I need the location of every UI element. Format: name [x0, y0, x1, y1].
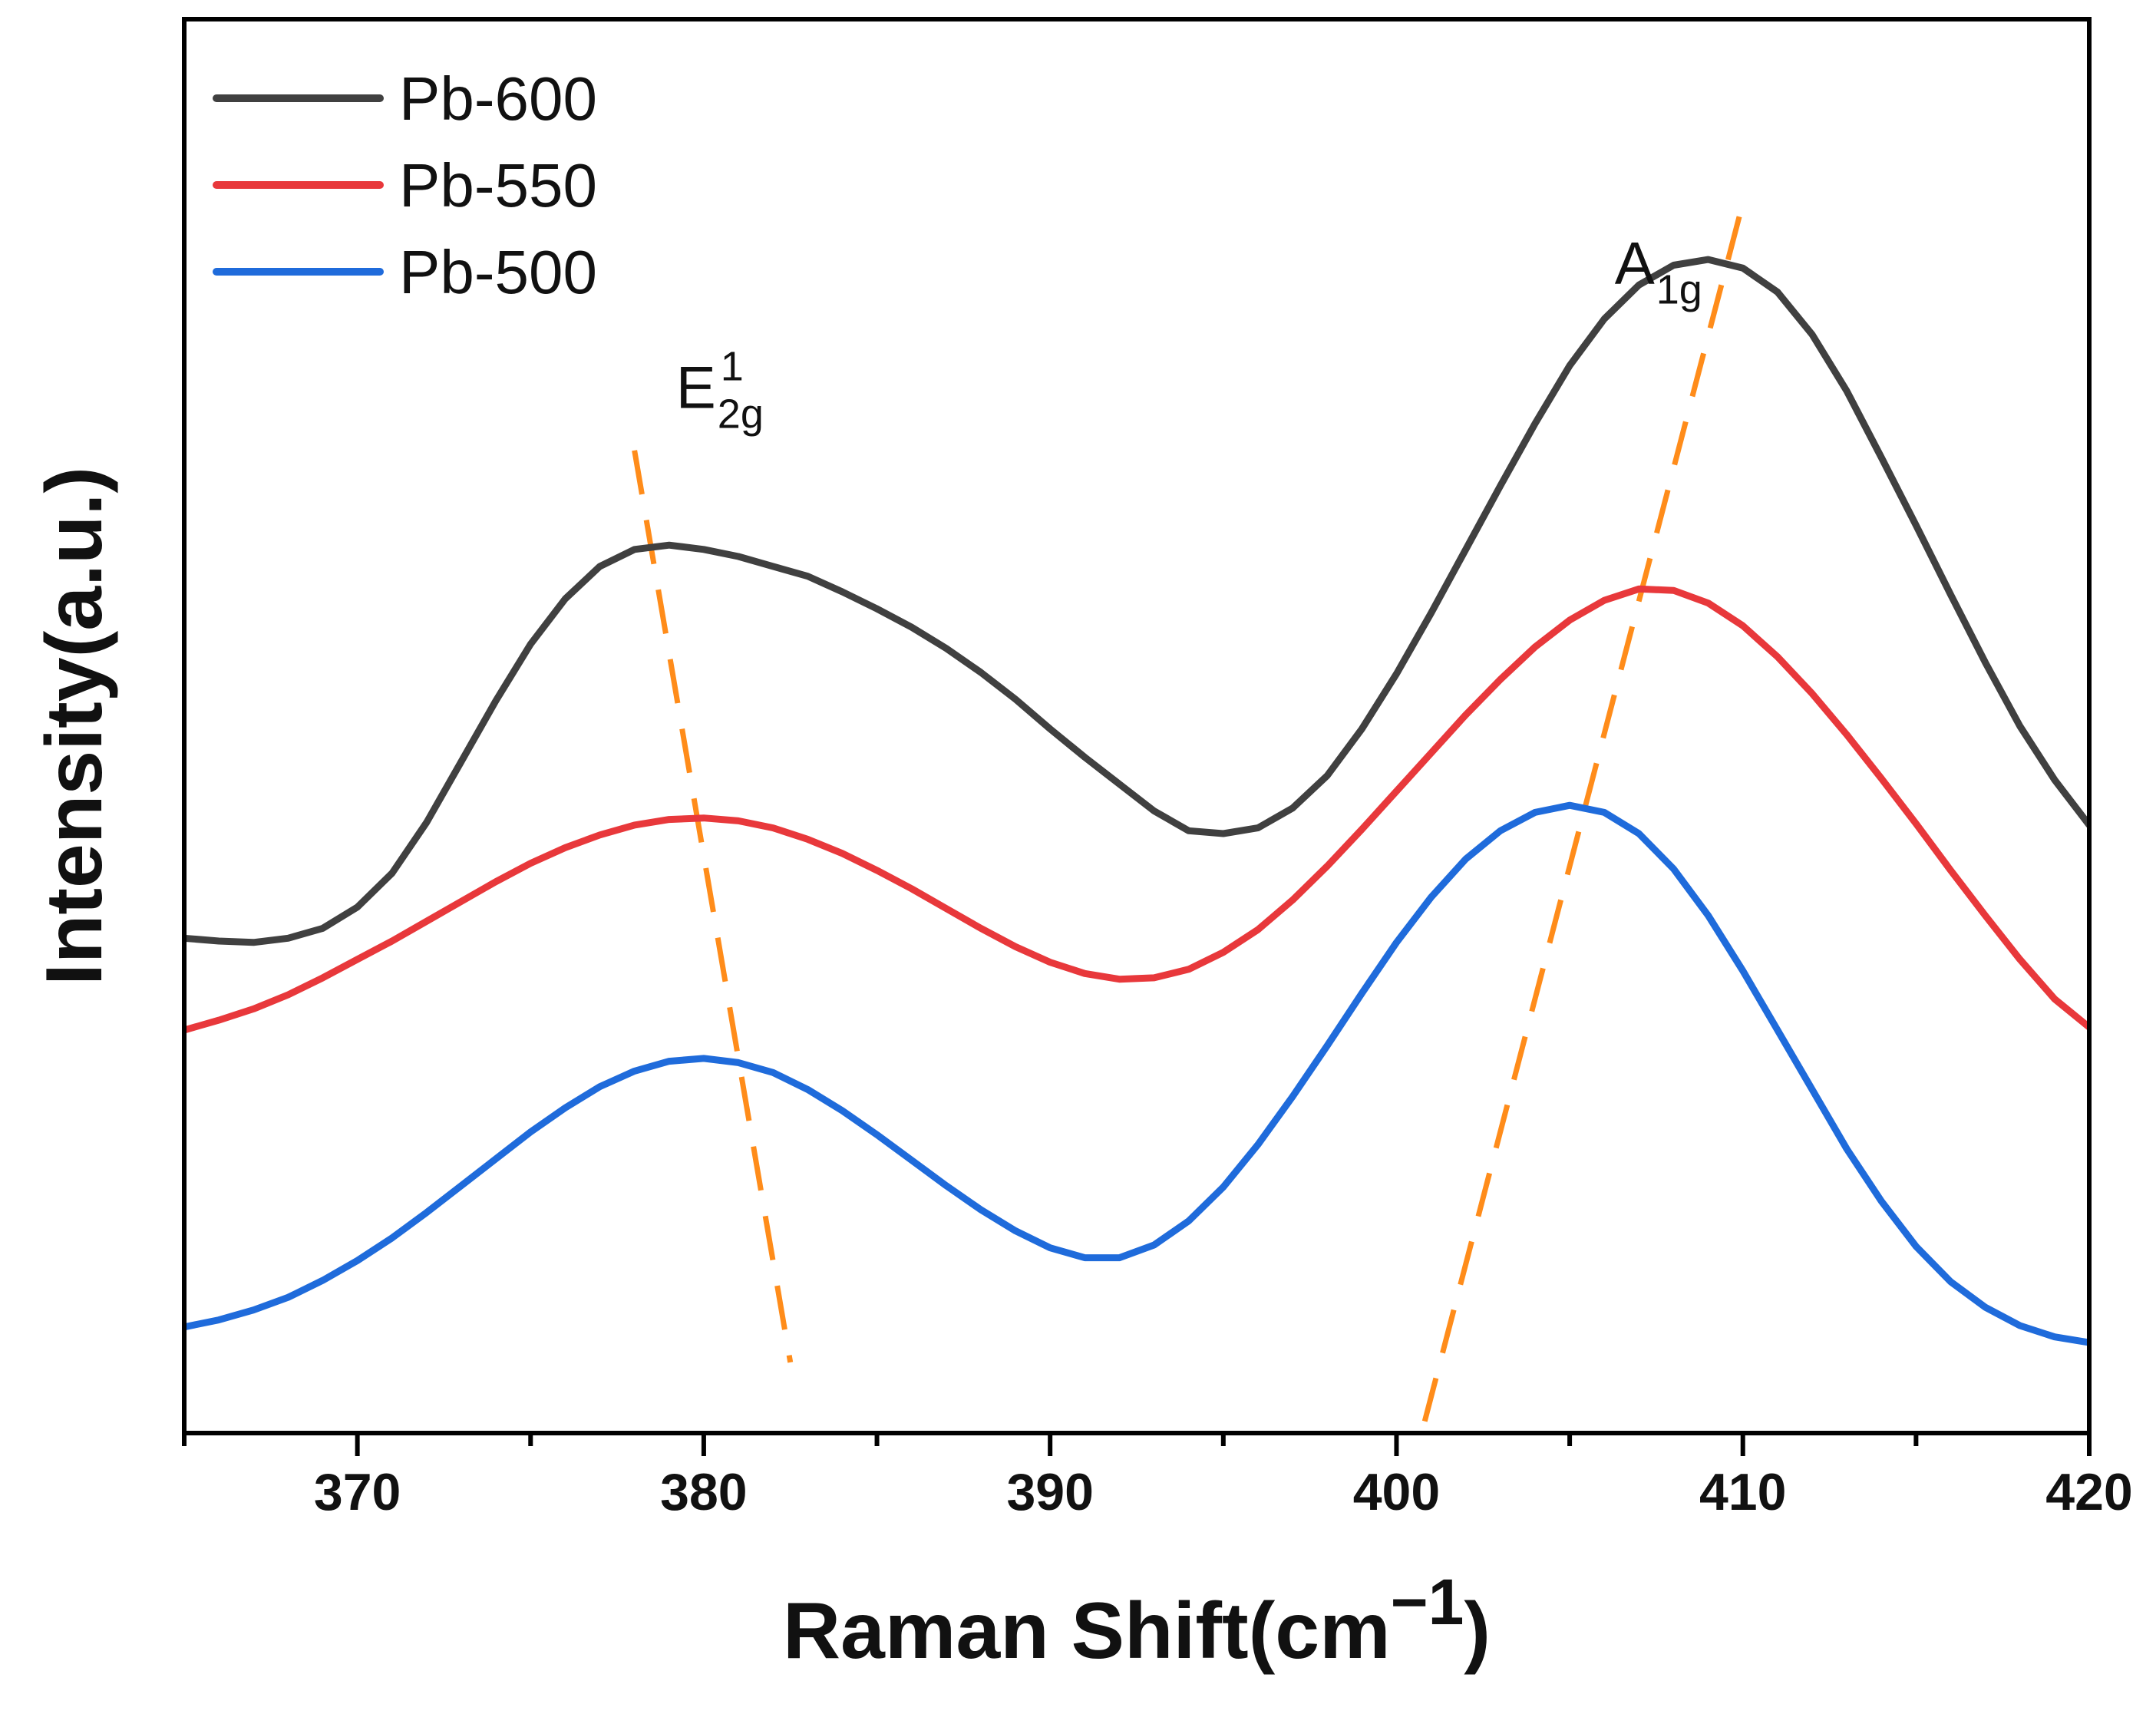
y-axis-title: Intensity(a.u.): [30, 467, 119, 986]
peak-guide-lines: [632, 202, 1746, 1433]
series-lines: [184, 256, 2089, 1346]
x-tick-label: 420: [2045, 1463, 2132, 1521]
plot-frame: [182, 17, 2092, 1435]
peak-label-e2g: E 2g1: [676, 344, 764, 438]
x-tick-label: 400: [1353, 1463, 1440, 1521]
legend-label-pb-550: Pb-550: [399, 151, 597, 220]
peak-label-main: A: [1615, 229, 1655, 296]
legend-label-pb-600: Pb-600: [399, 64, 597, 133]
peak-label-main: E: [676, 354, 716, 421]
x-tick-label: 410: [1699, 1463, 1786, 1521]
x-tick-label: 370: [314, 1463, 401, 1521]
series-line-pb-500: [184, 801, 2089, 1346]
peak-annotations: E 2g1 A 1g: [676, 229, 1702, 437]
x-tick-label: 390: [1006, 1463, 1093, 1521]
guide-line-e2g: [632, 450, 794, 1363]
peak-label-superscript: 1: [721, 344, 744, 390]
peak-label-a1g: A 1g: [1615, 229, 1702, 312]
series-line-pb-550: [184, 585, 2089, 1034]
legend: Pb-600 Pb-550 Pb-500: [213, 64, 597, 306]
x-axis-title: Raman Shift(cm−1): [783, 1566, 1491, 1676]
guide-line-a1g: [1418, 202, 1746, 1433]
series-line-pb-600: [184, 256, 2089, 946]
peak-label-subscript: 1g: [1656, 266, 1702, 312]
x-axis-ticks: 370 380 390 400 410 420: [182, 1433, 2133, 1521]
peak-label-subscript: 2g: [718, 391, 764, 438]
x-tick-label: 380: [660, 1463, 747, 1521]
legend-label-pb-500: Pb-500: [399, 238, 597, 306]
